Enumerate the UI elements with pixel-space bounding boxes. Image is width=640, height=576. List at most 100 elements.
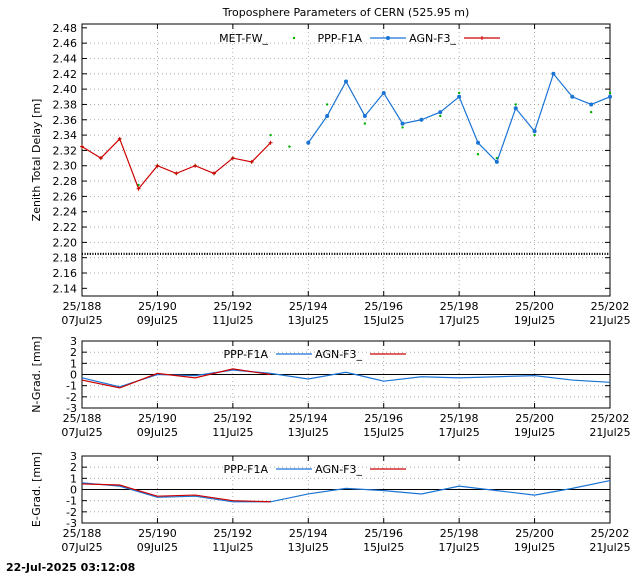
panel-1-legend-swatch-marker — [386, 36, 390, 40]
panel-3-legend-label: PPP-F1A — [224, 463, 269, 476]
panel-1-series-ppp-f1a-point — [476, 140, 480, 145]
panel-3-xtick-label: 25/196 — [364, 527, 403, 540]
panel-3-xtick-label: 25/202 — [591, 527, 630, 540]
panel-3-xtick-date: 21Jul25 — [589, 541, 630, 554]
panel-3-ylabel: E-Grad. [mm] — [30, 452, 43, 527]
panel-1-ytick-label: 2.34 — [53, 129, 78, 142]
panel-2-xtick-label: 25/196 — [364, 412, 403, 425]
panel-3-xtick-label: 25/198 — [440, 527, 479, 540]
panel-2-legend-label: PPP-F1A — [224, 348, 269, 361]
panel-1-series-met-fw-point — [457, 91, 461, 95]
panel-1-xtick-date: 11Jul25 — [212, 314, 253, 327]
panel-1-xtick-date: 15Jul25 — [363, 314, 404, 327]
panel-1-ytick-label: 2.28 — [53, 175, 78, 188]
panel-1-series-agn-f3-point — [136, 186, 141, 191]
panel-3-xtick-label: 25/192 — [214, 527, 253, 540]
panel-1-title: Troposphere Parameters of CERN (525.95 m… — [222, 6, 470, 19]
panel-3-xtick-date: 19Jul25 — [514, 541, 555, 554]
panel-1-series-agn-f3-point — [98, 156, 103, 161]
panel-1-series-ppp-f1a-point — [589, 102, 594, 107]
panel-1-series-ppp-f1a-point — [608, 94, 612, 99]
panel-2-xtick-date: 15Jul25 — [363, 426, 404, 439]
panel-1-xtick-date: 21Jul25 — [589, 314, 630, 327]
panel-1-xtick-date: 13Jul25 — [288, 314, 329, 327]
panel-2-ytick-label: 3 — [70, 335, 77, 348]
panel-1-xtick-label: 25/192 — [214, 300, 253, 313]
panel-1-ylabel: Zenith Total Delay [m] — [30, 99, 43, 222]
panel-3-xtick-label: 25/194 — [289, 527, 328, 540]
panel-1-series-ppp-f1a-point — [325, 113, 330, 118]
panel-3-ytick-label: 2 — [70, 461, 77, 474]
panel-1-series-agn-f3-point — [249, 159, 254, 164]
panel-1-series-met-fw-point — [608, 91, 612, 95]
panel-3-ytick-label: -1 — [66, 495, 77, 508]
panel-2-ytick-label: 0 — [70, 369, 77, 382]
panel-1-ytick-label: 2.36 — [53, 114, 78, 127]
panel-1-series-ppp-f1a-point — [400, 121, 405, 126]
panel-1-ytick-label: 2.18 — [53, 252, 78, 265]
panel-2-ylabel: N-Grad. [mm] — [30, 336, 43, 412]
footer-timestamp: 22-Jul-2025 03:12:08 — [6, 561, 136, 574]
panel-3-xtick-date: 09Jul25 — [137, 541, 178, 554]
panel-3-xtick-date: 13Jul25 — [288, 541, 329, 554]
panel-1-xtick-label: 25/194 — [289, 300, 328, 313]
panel-1-series-agn-f3-point — [193, 163, 198, 168]
panel-1-series-ppp-f1a-point — [551, 71, 556, 76]
panel-3-xtick-date: 15Jul25 — [363, 541, 404, 554]
panel-1-series-met-fw-point — [439, 114, 442, 118]
panel-2-xtick-label: 25/192 — [214, 412, 253, 425]
panel-1-ytick-label: 2.48 — [53, 22, 78, 35]
panel-1-ytick-label: 2.42 — [53, 68, 78, 81]
panel-1-ytick-label: 2.30 — [53, 160, 78, 173]
panel-3-xtick-date: 11Jul25 — [212, 541, 253, 554]
panel-1-series-agn-f3-point — [230, 156, 235, 161]
panel-1-series-ppp-f1a-point — [457, 94, 462, 99]
panel-1-ytick-label: 2.38 — [53, 98, 78, 111]
panel-1-xtick-label: 25/188 — [63, 300, 102, 313]
panel-2-xtick-label: 25/188 — [63, 412, 102, 425]
panel-1-xtick-date: 19Jul25 — [514, 314, 555, 327]
panel-1-xtick-label: 25/202 — [591, 300, 630, 313]
panel-1-ytick-label: 2.32 — [53, 144, 78, 157]
panel-1-series-met-fw-point — [589, 110, 593, 114]
panel-1-series-met-fw-point — [325, 103, 329, 106]
panel-2-xtick-date: 09Jul25 — [137, 426, 178, 439]
panel-1-series-agn-f3-point — [117, 136, 122, 141]
panel-3-ytick-label: -3 — [66, 517, 77, 530]
panel-1-legend-swatch-marker — [480, 36, 484, 40]
panel-1-series-ppp-f1a-point — [513, 106, 518, 111]
panel-1-ytick-label: 2.24 — [53, 206, 78, 219]
panel-3-xtick-label: 25/200 — [515, 527, 554, 540]
panel-2-ytick-label: 2 — [70, 346, 77, 359]
panel-2-legend-label: AGN-F3_ — [315, 348, 362, 361]
panel-3-ytick-label: 0 — [70, 484, 77, 497]
panel-1-series-ppp-f1a-point — [344, 79, 348, 84]
panel-1-series-met-fw-point — [269, 133, 272, 137]
panel-1-series-agn-f3-point — [80, 144, 84, 149]
panel-3-xtick-label: 25/190 — [138, 527, 177, 540]
panel-1-xtick-label: 25/200 — [515, 300, 554, 313]
panel-2-xtick-date: 11Jul25 — [212, 426, 253, 439]
panel-2-xtick-label: 25/200 — [515, 412, 554, 425]
panel-1-ytick-label: 2.40 — [53, 83, 78, 96]
panel-1-legend-swatch-marker — [292, 36, 296, 40]
panel-3-series-ppp-f1a-line — [81, 479, 611, 503]
panel-1-legend-label: AGN-F3_ — [409, 32, 456, 45]
panel-2-ytick-label: 1 — [70, 357, 77, 370]
panel-1-series-agn-f3-point — [174, 171, 179, 176]
panel-1-ytick-label: 2.46 — [53, 37, 78, 50]
panel-1-ytick-label: 2.20 — [53, 236, 78, 249]
panel-1-legend-label: PPP-F1A — [318, 32, 363, 45]
panel-2-xtick-label: 25/194 — [289, 412, 328, 425]
panel-2-ytick-label: -2 — [66, 391, 77, 404]
panel-1-frame — [81, 23, 611, 297]
panel-2-xtick-date: 17Jul25 — [439, 426, 480, 439]
panel-1-xtick-date: 09Jul25 — [137, 314, 178, 327]
panel-3-ytick-label: -2 — [66, 506, 77, 519]
panel-1-series-ppp-f1a-point — [494, 159, 499, 164]
panel-1-series-ppp-f1a-point — [362, 113, 367, 118]
panel-1-xtick-label: 25/198 — [440, 300, 479, 313]
panel-1-series-ppp-f1a-point — [570, 94, 575, 99]
panel-1-ytick-label: 2.26 — [53, 190, 78, 203]
